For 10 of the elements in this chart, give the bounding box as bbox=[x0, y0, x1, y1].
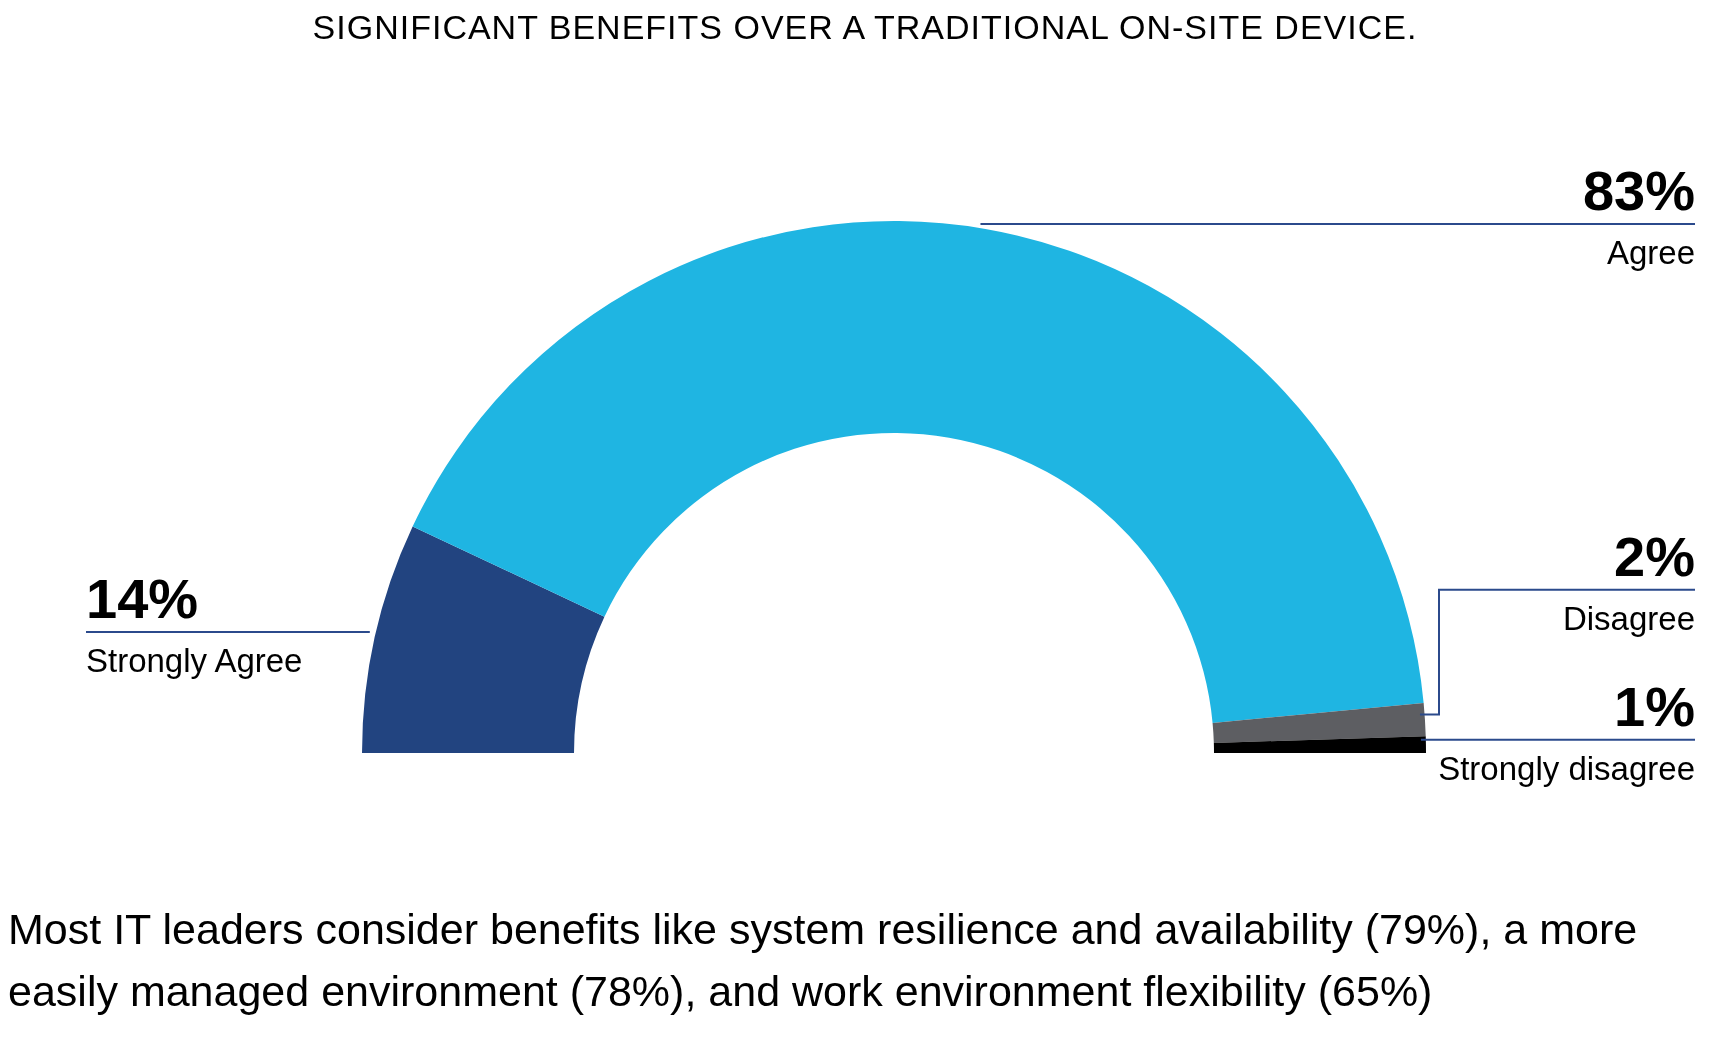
slice-label: Strongly Agree bbox=[86, 641, 303, 679]
data-label: 14% bbox=[86, 566, 199, 630]
chart-title: SIGNIFICANT BENEFITS OVER A TRADITIONAL ON-SITE DEVICE. bbox=[311, 8, 1419, 47]
data-label: 2% bbox=[1614, 524, 1695, 588]
slice-label: Agree bbox=[1606, 233, 1695, 271]
slice-label: Strongly disagree bbox=[1438, 749, 1695, 787]
data-label: 83% bbox=[1582, 158, 1695, 222]
data-label: 1% bbox=[1614, 674, 1695, 738]
slice-label: Disagree bbox=[1562, 599, 1695, 637]
text: Most IT leaders consider benefits like system resilience and availability (79%), a more easily managed environment (78%), and work environment flexibility (65%) bbox=[8, 904, 1639, 1017]
